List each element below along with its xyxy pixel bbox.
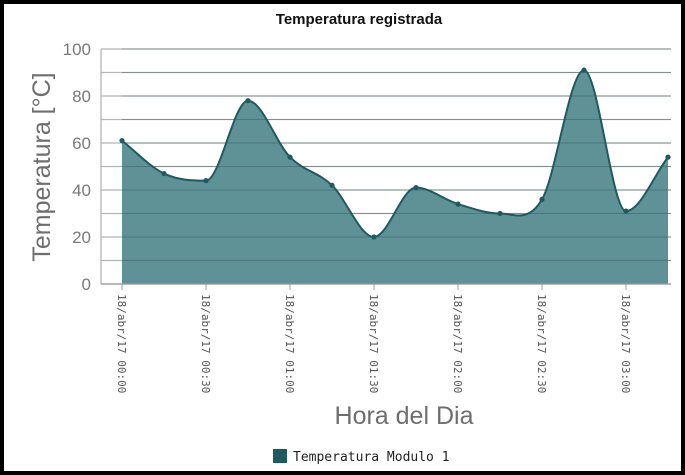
data-point[interactable] [665,154,671,160]
data-point[interactable] [287,154,293,160]
y-tick-label: 40 [72,181,91,200]
data-point[interactable] [539,196,545,202]
x-tick-label: 18/abr/17 02:00 [451,294,464,393]
x-axis-ticks: 18/abr/17 00:00 18/abr/17 00:30 18/abr/17 … [115,284,632,393]
x-tick-label: 18/abr/17 00:00 [115,294,128,393]
x-tick-label: 18/abr/17 01:30 [367,294,380,393]
data-point[interactable] [161,170,167,177]
data-point[interactable] [497,210,503,217]
data-point[interactable] [581,67,587,73]
y-tick-label: 80 [72,87,91,106]
x-tick-label: 18/abr/17 01:00 [283,294,296,393]
y-axis-label: Temperatura [°C] [28,72,56,261]
data-point[interactable] [119,138,125,144]
data-point[interactable] [623,208,629,214]
y-tick-label: 20 [72,228,91,247]
data-point[interactable] [245,98,251,104]
x-tick-label: 18/abr/17 03:00 [619,294,632,393]
x-tick-label: 18/abr/17 02:30 [535,294,548,393]
data-point[interactable] [455,201,461,207]
data-point[interactable] [413,185,419,191]
x-tick-label: 18/abr/17 00:30 [199,294,212,393]
chart-title: Temperatura registrada [276,11,443,28]
data-point[interactable] [329,182,335,188]
series-area [122,70,668,285]
legend-label: Temperatura Modulo 1 [293,450,450,465]
y-tick-label: 60 [72,134,91,153]
y-tick-label: 0 [82,275,91,294]
legend-swatch [273,449,287,463]
y-axis-ticks: 0 20 40 60 80 100 [63,40,91,294]
data-point[interactable] [371,234,377,240]
area-layer [101,48,671,285]
x-axis-label: Hora del Dia [335,402,474,430]
series-line [121,69,669,239]
y-tick-label: 100 [63,40,91,59]
data-point[interactable] [203,178,209,184]
legend[interactable]: Temperatura Modulo 1 [273,449,450,465]
